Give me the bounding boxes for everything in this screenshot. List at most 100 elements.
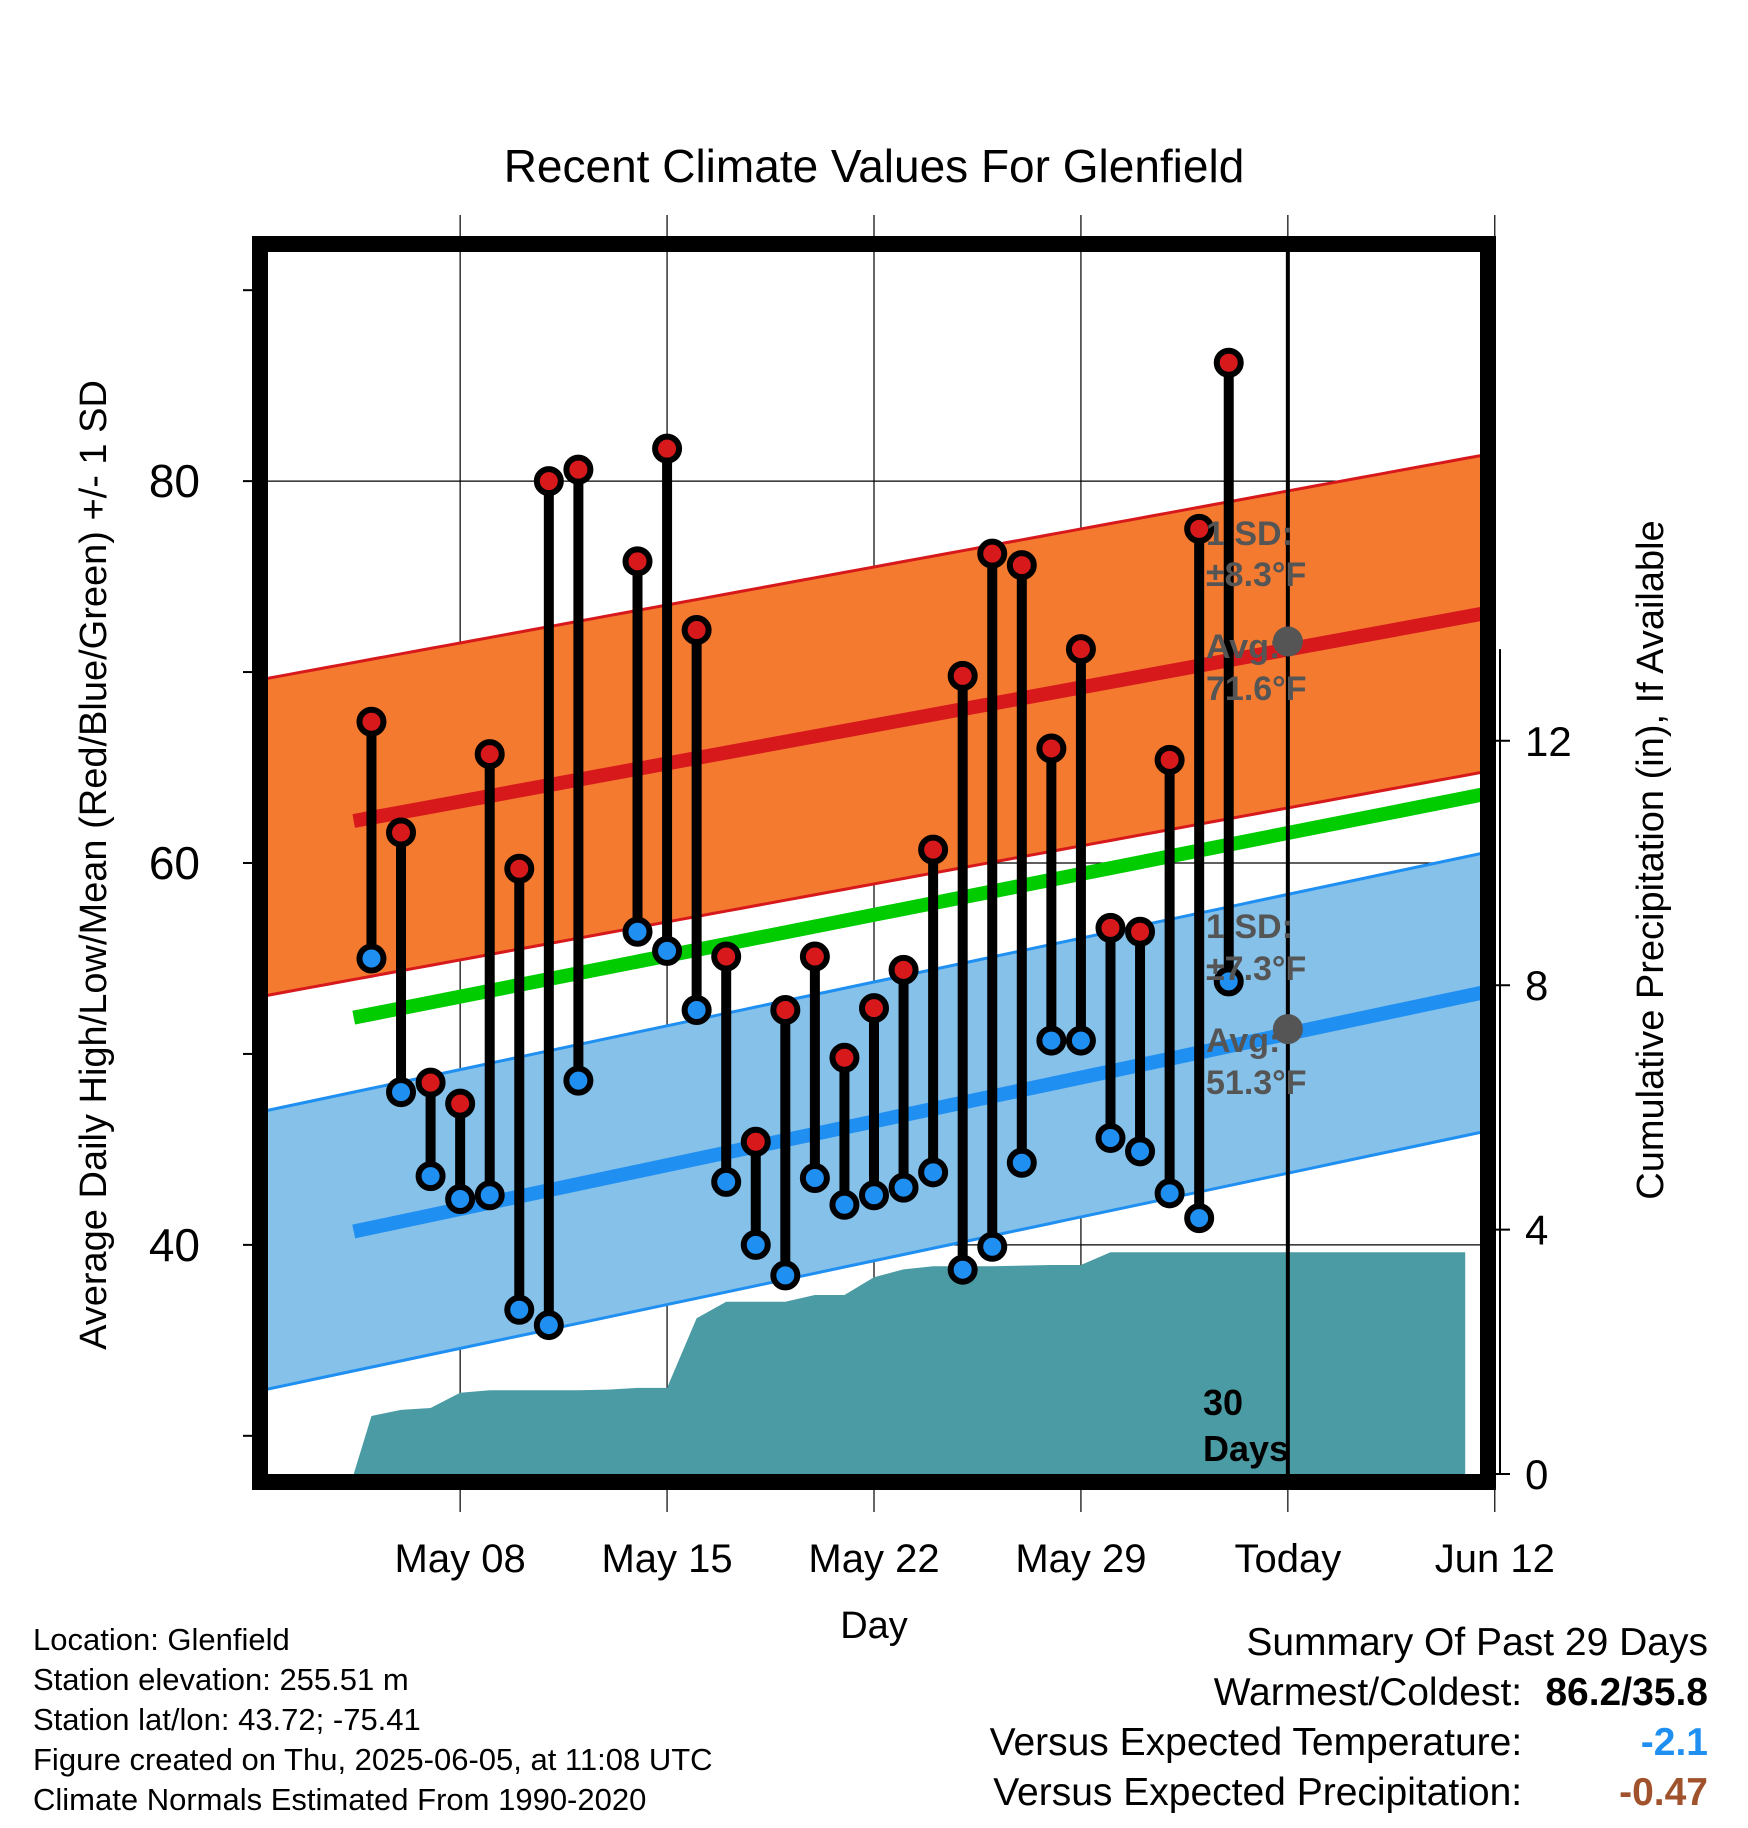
low-point-2 — [415, 1161, 446, 1192]
low-point-14 — [770, 1260, 801, 1291]
summary-temp-value: -2.1 — [1640, 1721, 1708, 1764]
high-point-27 — [1154, 744, 1185, 775]
high-point-7 — [563, 454, 594, 485]
low-avg-dot — [1272, 1014, 1303, 1045]
footer-location: Location: Glenfield — [33, 1622, 290, 1657]
low-point-7 — [563, 1065, 594, 1096]
plot-border — [252, 236, 1496, 1490]
precipitation-area — [353, 1252, 1466, 1474]
daily-points — [356, 347, 1244, 1341]
low-sd-value: ±7.3°F — [1206, 950, 1306, 988]
high-sd-label: 1 SD: — [1206, 515, 1293, 553]
high-point-20 — [947, 660, 978, 691]
high-annotation: 1 SD: ±8.3°F Avg: 71.6°F — [1206, 515, 1307, 708]
high-point-19 — [918, 834, 949, 865]
high-point-5 — [504, 853, 535, 884]
high-point-3 — [445, 1088, 476, 1119]
low-point-24 — [1065, 1025, 1096, 1056]
low-point-28 — [1184, 1203, 1215, 1234]
high-point-21 — [977, 538, 1008, 569]
x-tick-label-5: Jun 12 — [1435, 1537, 1555, 1581]
summary-panel: Summary Of Past 29 Days Warmest/Coldest:… — [808, 1618, 1708, 1818]
high-point-12 — [711, 941, 742, 972]
high-point-13 — [740, 1126, 771, 1157]
high-point-17 — [859, 993, 889, 1024]
high-point-23 — [1036, 733, 1067, 764]
daily-range-stems — [366, 362, 1234, 1326]
high-point-22 — [1006, 550, 1037, 581]
low-point-1 — [386, 1077, 417, 1108]
high-point-25 — [1095, 912, 1126, 943]
low-annotation: 1 SD: ±7.3°F Avg: 51.3°F — [1206, 908, 1307, 1102]
high-point-1 — [386, 817, 417, 848]
x-tick-label-3: May 29 — [1015, 1537, 1146, 1581]
low-avg-label: Avg: — [1206, 1022, 1280, 1060]
low-point-20 — [947, 1254, 978, 1285]
summary-temp-row: Versus Expected Temperature: -2.1 — [808, 1718, 1708, 1768]
station-info: Location: Glenfield Station elevation: 2… — [33, 1620, 933, 1820]
high-avg-value: 71.6°F — [1206, 670, 1307, 708]
chart-title: Recent Climate Values For Glenfield — [504, 140, 1245, 192]
footer-normals: Climate Normals Estimated From 1990-2020 — [33, 1782, 647, 1817]
precipitation-fill — [353, 1252, 1466, 1474]
x-tick-label-1: May 15 — [601, 1537, 732, 1581]
high-point-26 — [1125, 916, 1156, 947]
high-point-4 — [474, 739, 505, 770]
low-point-10 — [652, 935, 683, 966]
low-point-5 — [504, 1294, 535, 1325]
high-point-0 — [356, 706, 387, 737]
low-point-21 — [977, 1231, 1008, 1262]
low-point-29 — [1213, 966, 1244, 997]
low-point-4 — [474, 1180, 505, 1211]
x-axis-label: Day — [840, 1605, 908, 1647]
low-point-9 — [622, 916, 653, 947]
y-tick-label-1: 60 — [149, 837, 200, 889]
high-point-14 — [770, 995, 801, 1026]
window-label-days-count: 30 — [1203, 1382, 1243, 1423]
plot-frame — [252, 236, 1496, 1490]
low-point-16 — [829, 1189, 860, 1220]
low-point-19 — [918, 1157, 949, 1188]
summary-warmest-value: 86.2/35.8 — [1545, 1671, 1708, 1714]
low-point-23 — [1036, 1025, 1067, 1056]
x-tick-label-2: May 22 — [808, 1537, 939, 1581]
footer-elevation: Station elevation: 255.51 m — [33, 1662, 409, 1697]
low-point-11 — [681, 995, 712, 1026]
high-avg-dot — [1272, 626, 1303, 657]
y-tick-label-0: 40 — [149, 1219, 200, 1271]
low-point-27 — [1154, 1178, 1185, 1209]
summary-warmest-label: Warmest/Coldest: — [1213, 1671, 1523, 1714]
low-point-12 — [711, 1166, 742, 1197]
y2-tick-label-0: 0 — [1525, 1451, 1548, 1498]
summary-precip-value: -0.47 — [1619, 1771, 1708, 1814]
low-point-17 — [859, 1180, 889, 1211]
summary-precip-row: Versus Expected Precipitation: -0.47 — [808, 1768, 1708, 1818]
low-point-26 — [1125, 1136, 1156, 1167]
axes: 40 60 80 0 4 8 12 May 08 May 15 May 22 May 29 Today… — [149, 289, 1572, 1581]
high-point-16 — [829, 1042, 860, 1073]
high-point-11 — [681, 615, 712, 646]
y-tick-label-2: 80 — [149, 455, 200, 507]
high-point-24 — [1065, 634, 1096, 665]
window-label: 30 Days — [1203, 1382, 1289, 1469]
high-point-9 — [622, 546, 653, 577]
x-tick-label-4: Today — [1234, 1537, 1341, 1581]
high-sd-value: ±8.3°F — [1206, 556, 1306, 594]
summary-warmest-row: Warmest/Coldest: 86.2/35.8 — [808, 1668, 1708, 1718]
high-avg-label: Avg: — [1206, 628, 1280, 666]
high-point-10 — [652, 433, 683, 464]
high-point-29 — [1213, 347, 1244, 378]
low-point-13 — [740, 1229, 771, 1260]
footer-latlon: Station lat/lon: 43.72; -75.41 — [33, 1702, 421, 1737]
high-point-18 — [888, 954, 919, 985]
footer-created: Figure created on Thu, 2025-06-05, at 11… — [33, 1742, 713, 1777]
high-point-15 — [799, 941, 830, 972]
y2-axis-label: Cumulative Precipitation (in), If Availa… — [1630, 520, 1672, 1199]
low-sd-label: 1 SD: — [1206, 908, 1293, 946]
low-point-0 — [356, 943, 387, 974]
low-avg-value: 51.3°F — [1206, 1064, 1307, 1102]
low-point-18 — [888, 1172, 919, 1203]
today-marker — [1272, 252, 1303, 1474]
summary-heading: Summary Of Past 29 Days — [1246, 1621, 1708, 1664]
high-point-28 — [1184, 513, 1215, 544]
